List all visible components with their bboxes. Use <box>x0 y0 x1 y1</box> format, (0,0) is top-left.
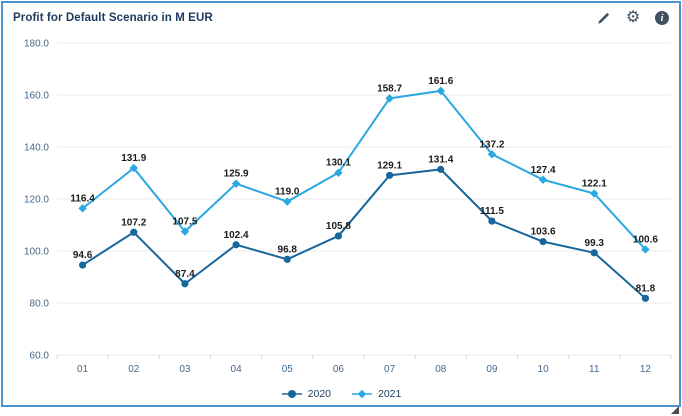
y-tick-label: 180.0 <box>24 39 49 50</box>
data-label: 100.6 <box>633 234 658 245</box>
data-label: 125.9 <box>224 169 249 180</box>
legend-marker-diamond-icon <box>352 389 372 399</box>
series-line-2021[interactable] <box>81 89 647 251</box>
data-label: 96.8 <box>278 244 298 255</box>
data-label: 99.3 <box>585 238 605 249</box>
x-tick-label: 04 <box>231 364 243 375</box>
data-label: 105.8 <box>326 221 351 232</box>
data-label: 94.6 <box>73 250 93 261</box>
x-tick-label: 06 <box>333 364 345 375</box>
data-point[interactable] <box>129 163 138 173</box>
data-label: 131.4 <box>428 154 453 165</box>
y-tick-label: 160.0 <box>24 91 49 102</box>
data-point[interactable] <box>641 294 650 302</box>
data-label: 107.2 <box>121 217 146 228</box>
data-point[interactable] <box>78 204 87 213</box>
resize-handle[interactable] <box>671 406 679 414</box>
data-point[interactable] <box>334 168 343 177</box>
edit-icon[interactable] <box>596 11 611 26</box>
data-label: 131.9 <box>121 153 146 164</box>
x-tick-label: 07 <box>384 364 396 375</box>
data-point[interactable] <box>641 245 650 254</box>
x-tick-label: 02 <box>128 364 140 375</box>
data-label: 122.1 <box>582 179 607 190</box>
legend-item-2020[interactable]: 2020 <box>281 388 331 400</box>
data-point[interactable] <box>78 261 87 269</box>
series-line-2020[interactable] <box>82 168 647 300</box>
data-point[interactable] <box>436 86 445 96</box>
legend-item-2021[interactable]: 2021 <box>351 388 401 400</box>
widget-header: Profit for Default Scenario in M EUR ⚙ i <box>3 3 679 29</box>
data-label: 116.4 <box>70 193 95 204</box>
data-label: 158.7 <box>377 83 402 94</box>
x-tick-label: 09 <box>486 364 498 375</box>
data-label: 102.4 <box>224 230 249 241</box>
data-point[interactable] <box>385 171 394 179</box>
x-tick-label: 10 <box>538 364 550 375</box>
data-point[interactable] <box>488 217 496 225</box>
data-point[interactable] <box>231 179 241 188</box>
legend-shape <box>357 389 367 399</box>
data-point[interactable] <box>283 255 291 263</box>
data-label: 87.4 <box>175 269 195 280</box>
x-tick-label: 01 <box>77 364 89 375</box>
data-label: 129.1 <box>377 160 402 171</box>
x-tick-label: 03 <box>179 364 191 375</box>
data-point[interactable] <box>181 280 189 288</box>
data-label: 119.0 <box>275 187 300 198</box>
y-tick-label: 100.0 <box>24 247 49 258</box>
data-point[interactable] <box>283 197 292 206</box>
data-point[interactable] <box>232 241 240 249</box>
widget-toolbar: ⚙ i <box>596 10 669 26</box>
data-point[interactable] <box>180 227 190 236</box>
legend-label: 2020 <box>307 388 331 400</box>
chart-legend: 2020 2021 <box>3 388 679 400</box>
data-label: 161.6 <box>428 76 453 87</box>
chart-widget: Profit for Default Scenario in M EUR ⚙ i… <box>1 1 681 407</box>
data-point[interactable] <box>334 232 343 240</box>
data-label: 137.2 <box>479 139 504 150</box>
x-tick-label: 08 <box>435 364 447 375</box>
series-2021: 116.4 131.9 107.5 125.9 119.0 130.1 158.7 161.6… <box>70 76 658 254</box>
series-2020: 94.6 107.2 87.4 102.4 96.8 105.8 129.1 131.4 111… <box>73 154 656 302</box>
y-tick-label: 140.0 <box>24 143 49 154</box>
data-point[interactable] <box>590 249 598 257</box>
x-tick-label: 11 <box>589 364 600 375</box>
y-tick-label: 60.0 <box>30 351 50 362</box>
y-tick-label: 80.0 <box>30 299 50 310</box>
legend-label: 2021 <box>378 388 402 400</box>
x-tick-label: 12 <box>640 364 652 375</box>
data-point[interactable] <box>538 175 548 184</box>
x-tick-label: 05 <box>282 364 294 375</box>
data-point[interactable] <box>590 189 599 198</box>
legend-shape <box>287 390 296 398</box>
data-point[interactable] <box>437 165 445 173</box>
data-label: 103.6 <box>531 227 556 238</box>
data-label: 111.5 <box>480 206 504 217</box>
data-label: 127.4 <box>531 165 556 176</box>
plot-area: 180.0 160.0 140.0 120.0 100.0 80.0 60.0 01 02 03 0… <box>24 39 672 375</box>
y-tick-label: 120.0 <box>24 195 49 206</box>
data-label: 130.1 <box>326 158 351 169</box>
data-point[interactable] <box>130 228 138 236</box>
data-point[interactable] <box>385 94 394 103</box>
data-label: 81.8 <box>636 283 656 294</box>
legend-marker-circle-icon <box>281 390 302 398</box>
chart-title: Profit for Default Scenario in M EUR <box>13 12 213 24</box>
data-label: 107.5 <box>172 217 197 228</box>
info-icon[interactable]: i <box>655 11 669 25</box>
data-point[interactable] <box>539 238 547 246</box>
line-chart[interactable]: 180.0 160.0 140.0 120.0 100.0 80.0 60.0 01 02 03 0… <box>3 29 679 386</box>
settings-icon[interactable]: ⚙ <box>625 9 641 26</box>
